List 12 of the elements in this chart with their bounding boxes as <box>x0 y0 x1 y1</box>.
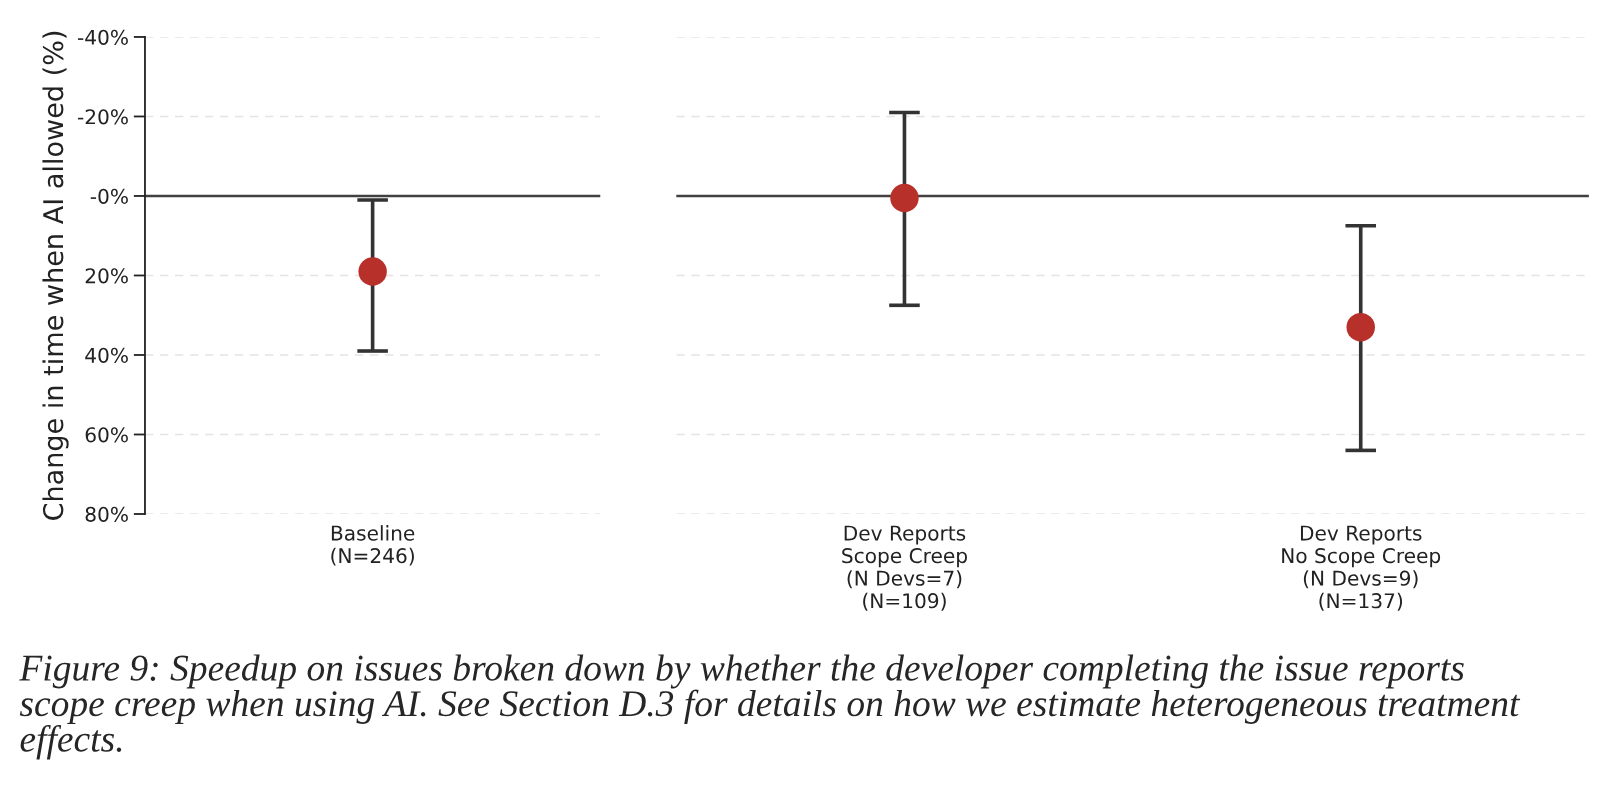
y-axis-title: Change in time when AI allowed (%) <box>42 31 69 520</box>
x-tick-label: Dev Reports No Scope Creep (N Devs=9) (N=137) <box>1282 525 1441 611</box>
x-tick-label: Baseline (N=246) <box>331 525 415 566</box>
y-tick-label: 20% <box>85 268 128 284</box>
caption: Figure 9: Speedup on issues broken down by whether the developer completing the issue reports scope creep when using AI. See Section D.3 for details on how we estimate heterogeneous treatment effects. <box>19 654 1521 760</box>
y-tick-label: 40% <box>85 347 128 363</box>
x-tick-label: Dev Reports Scope Creep (N Devs=7) (N=109) <box>842 525 967 611</box>
y-tick-label: -20% <box>77 109 128 125</box>
y-tick-label: 60% <box>85 427 128 443</box>
y-tick-label: -40% <box>77 29 128 45</box>
y-tick-label: -0% <box>90 188 128 204</box>
y-tick-label: 80% <box>85 506 128 522</box>
